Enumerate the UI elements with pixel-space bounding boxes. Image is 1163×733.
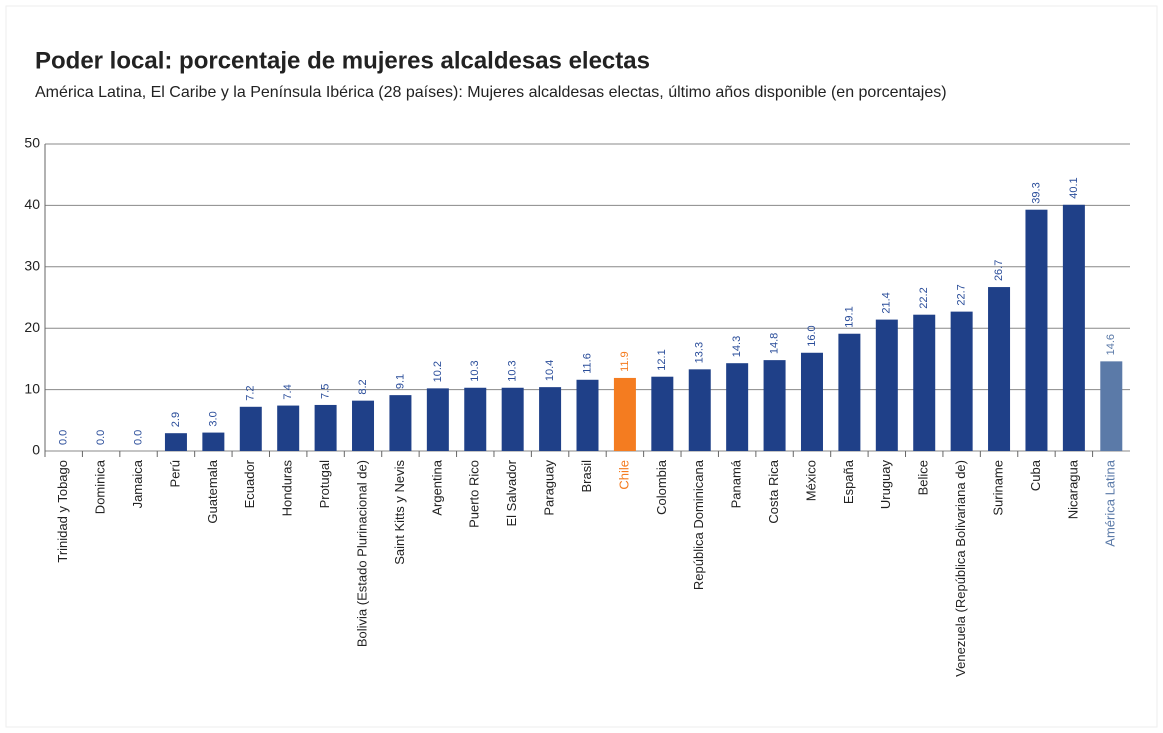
x-tick-label: Trinidad y Tobago	[55, 460, 70, 563]
x-tick-label: Argentina	[429, 459, 444, 515]
bar	[314, 404, 337, 451]
bar	[164, 433, 187, 451]
value-label: 39.3	[1030, 182, 1042, 203]
bar	[464, 387, 487, 451]
y-tick-label: 40	[24, 196, 40, 212]
bar	[202, 432, 225, 451]
value-label: 7.5	[320, 384, 332, 399]
bar	[239, 406, 262, 451]
value-label: 0.0	[58, 430, 70, 445]
value-label: 0.0	[95, 430, 107, 445]
x-tick-label: Suriname	[990, 460, 1005, 516]
value-label: 40.1	[1068, 177, 1080, 198]
bar	[576, 379, 599, 451]
x-tick-label: Brasil	[579, 460, 594, 493]
x-tick-label: Dominica	[93, 459, 108, 514]
x-tick-label: Saint Kitts y Nevis	[392, 460, 407, 565]
bar	[1062, 204, 1085, 451]
bar	[875, 319, 898, 451]
value-label: 11.6	[581, 353, 593, 374]
x-tick-label: Uruguay	[878, 460, 893, 510]
bar	[913, 314, 936, 451]
x-tick-label: Honduras	[280, 460, 295, 517]
value-label: 21.4	[881, 292, 893, 313]
value-label: 10.2	[432, 361, 444, 382]
value-label: 14.3	[731, 336, 743, 357]
chart-title: Poder local: porcentaje de mujeres alcal…	[35, 47, 650, 74]
y-tick-label: 50	[24, 135, 40, 151]
bar	[1100, 361, 1123, 451]
bar	[1025, 209, 1048, 451]
bar	[651, 376, 674, 451]
value-label: 8.2	[357, 379, 369, 394]
x-tick-label: América Latina	[1103, 459, 1118, 546]
x-tick-label: Protugal	[317, 460, 332, 509]
x-tick-label: Panamá	[729, 459, 744, 508]
y-tick-label: 0	[32, 442, 40, 458]
value-label: 0.0	[132, 430, 144, 445]
x-tick-label: El Salvador	[504, 459, 519, 526]
chart-subtitle: América Latina, El Caribe y la Península…	[35, 84, 947, 101]
x-tick-label: Bolivia (Estado Plurinacional de)	[354, 460, 369, 647]
x-tick-label: Colombia	[654, 459, 669, 515]
value-label: 22.7	[956, 284, 968, 305]
x-tick-label: Chile	[616, 460, 631, 490]
x-tick-label: Costa Rica	[766, 459, 781, 523]
bar	[950, 311, 973, 451]
x-tick-label: México	[803, 460, 818, 501]
x-tick-label: Belice	[916, 460, 931, 495]
y-tick-label: 10	[24, 380, 40, 396]
bar	[763, 360, 786, 451]
bar	[389, 395, 412, 451]
bar	[539, 387, 562, 451]
value-label: 22.2	[918, 287, 930, 308]
value-label: 10.3	[469, 360, 481, 381]
x-tick-label: Cuba	[1028, 459, 1043, 491]
value-label: 14.6	[1105, 334, 1117, 355]
bar	[613, 377, 636, 451]
value-label: 9.1	[394, 374, 406, 389]
bar	[688, 369, 711, 451]
value-label: 13.3	[694, 342, 706, 363]
value-label: 10.3	[507, 360, 519, 381]
value-label: 14.8	[768, 333, 780, 354]
x-tick-label: Jamaica	[130, 459, 145, 508]
bar	[501, 387, 524, 451]
bar	[352, 400, 375, 451]
value-label: 11.9	[619, 351, 631, 372]
value-label: 3.0	[207, 411, 219, 426]
y-tick-label: 30	[24, 258, 40, 274]
value-label: 19.1	[843, 306, 855, 327]
y-tick-label: 20	[24, 319, 40, 335]
value-label: 7.2	[245, 385, 257, 400]
value-label: 12.1	[656, 349, 668, 370]
value-label: 10.4	[544, 360, 556, 381]
value-label: 2.9	[170, 412, 182, 427]
x-tick-label: República Dominicana	[691, 459, 706, 590]
x-tick-label: Perú	[167, 460, 182, 487]
value-label: 7.4	[282, 384, 294, 399]
value-label: 26.7	[993, 260, 1005, 281]
x-tick-label: Ecuador	[242, 459, 257, 508]
x-tick-label: España	[841, 459, 856, 504]
bar	[726, 363, 749, 451]
value-label: 16.0	[806, 325, 818, 346]
x-tick-label: Nicaragua	[1065, 459, 1080, 519]
x-tick-label: Puerto Rico	[467, 460, 482, 528]
bar	[277, 405, 300, 451]
x-tick-label: Venezuela (República Bolivariana de)	[953, 460, 968, 677]
x-tick-label: Guatemala	[205, 459, 220, 523]
bar	[838, 333, 861, 451]
bar	[800, 352, 823, 451]
bar	[988, 287, 1011, 451]
bar	[426, 388, 449, 451]
x-tick-label: Paraguay	[542, 460, 557, 516]
